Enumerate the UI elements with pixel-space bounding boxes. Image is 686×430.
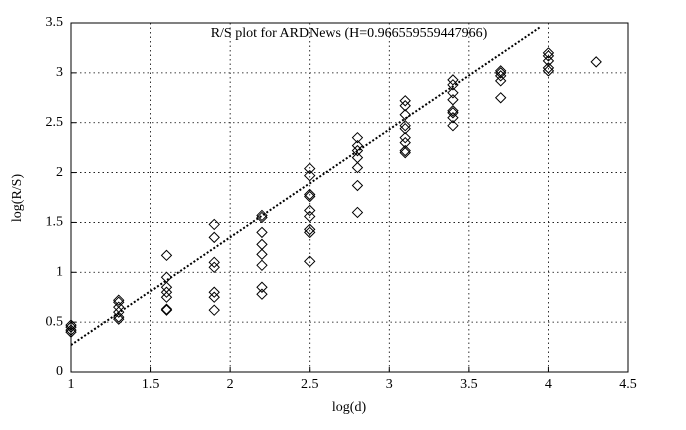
y-tick-label: 3 — [56, 65, 63, 80]
point — [304, 188, 316, 201]
point — [542, 47, 555, 59]
point — [399, 131, 411, 144]
point — [256, 259, 268, 272]
y-axis-label: log(R/S) — [10, 174, 25, 223]
point — [447, 105, 459, 117]
point — [494, 70, 507, 82]
point — [113, 313, 125, 325]
x-tick-label: 3 — [386, 377, 393, 392]
point — [304, 162, 316, 175]
point — [542, 62, 555, 74]
x-tick-label: 1.5 — [142, 377, 160, 392]
point — [590, 56, 602, 68]
point — [160, 286, 173, 298]
point — [399, 95, 411, 107]
y-tick-label: 3.5 — [46, 15, 64, 30]
y-tick-label: 2 — [56, 165, 63, 180]
point — [304, 223, 316, 236]
y-tick-label: 1.5 — [46, 215, 64, 230]
plot-frame — [70, 22, 629, 373]
y-tick-label: 1 — [56, 265, 63, 280]
point — [304, 226, 316, 239]
point — [447, 119, 459, 132]
x-tick-label: 4.5 — [619, 377, 637, 392]
point — [160, 304, 173, 316]
point — [399, 119, 411, 132]
point — [208, 231, 220, 244]
point — [351, 179, 364, 192]
point — [208, 218, 220, 231]
point — [399, 122, 411, 135]
point — [494, 92, 507, 104]
point — [160, 249, 173, 262]
point — [65, 324, 77, 336]
point — [542, 50, 555, 62]
chart-title: R/S plot for ARDNews (H=0.96655955944796… — [211, 26, 488, 41]
point — [256, 209, 268, 222]
point — [208, 256, 220, 269]
point — [447, 112, 459, 124]
point — [447, 94, 459, 106]
y-tick-label: 0.5 — [46, 314, 64, 329]
point — [447, 87, 459, 99]
point — [351, 161, 364, 174]
point — [256, 248, 268, 261]
point — [256, 281, 268, 293]
point — [256, 238, 268, 251]
point — [113, 294, 125, 306]
point — [304, 190, 316, 203]
point — [447, 74, 459, 86]
point — [256, 226, 268, 239]
x-tick-label: 3.5 — [460, 377, 478, 392]
y-tick-label: 2.5 — [46, 115, 64, 130]
point — [399, 100, 411, 112]
point — [304, 255, 316, 268]
x-tick-label: 2.5 — [301, 377, 319, 392]
point — [304, 169, 316, 182]
point — [447, 107, 459, 119]
point — [160, 271, 173, 283]
point — [304, 204, 316, 217]
point — [208, 261, 220, 274]
point — [160, 291, 173, 303]
point — [65, 326, 77, 338]
x-tick-label: 4 — [545, 377, 552, 392]
point — [351, 131, 364, 144]
x-axis-label: log(d) — [332, 400, 367, 415]
x-tick-label: 1 — [68, 377, 75, 392]
point — [65, 319, 77, 331]
point — [65, 321, 77, 333]
point — [494, 75, 507, 87]
point — [494, 67, 507, 79]
point — [542, 65, 555, 77]
x-tick-label: 2 — [227, 377, 234, 392]
point — [399, 146, 411, 159]
point — [351, 206, 364, 219]
point — [304, 210, 316, 223]
point — [399, 144, 411, 157]
point — [256, 288, 268, 300]
point — [208, 304, 220, 316]
point — [351, 139, 364, 152]
point — [256, 211, 268, 224]
point — [399, 109, 411, 121]
point — [208, 286, 220, 298]
point — [160, 303, 173, 315]
point — [208, 291, 220, 303]
y-tick-label: 0 — [56, 364, 63, 379]
fit-line — [70, 26, 542, 346]
